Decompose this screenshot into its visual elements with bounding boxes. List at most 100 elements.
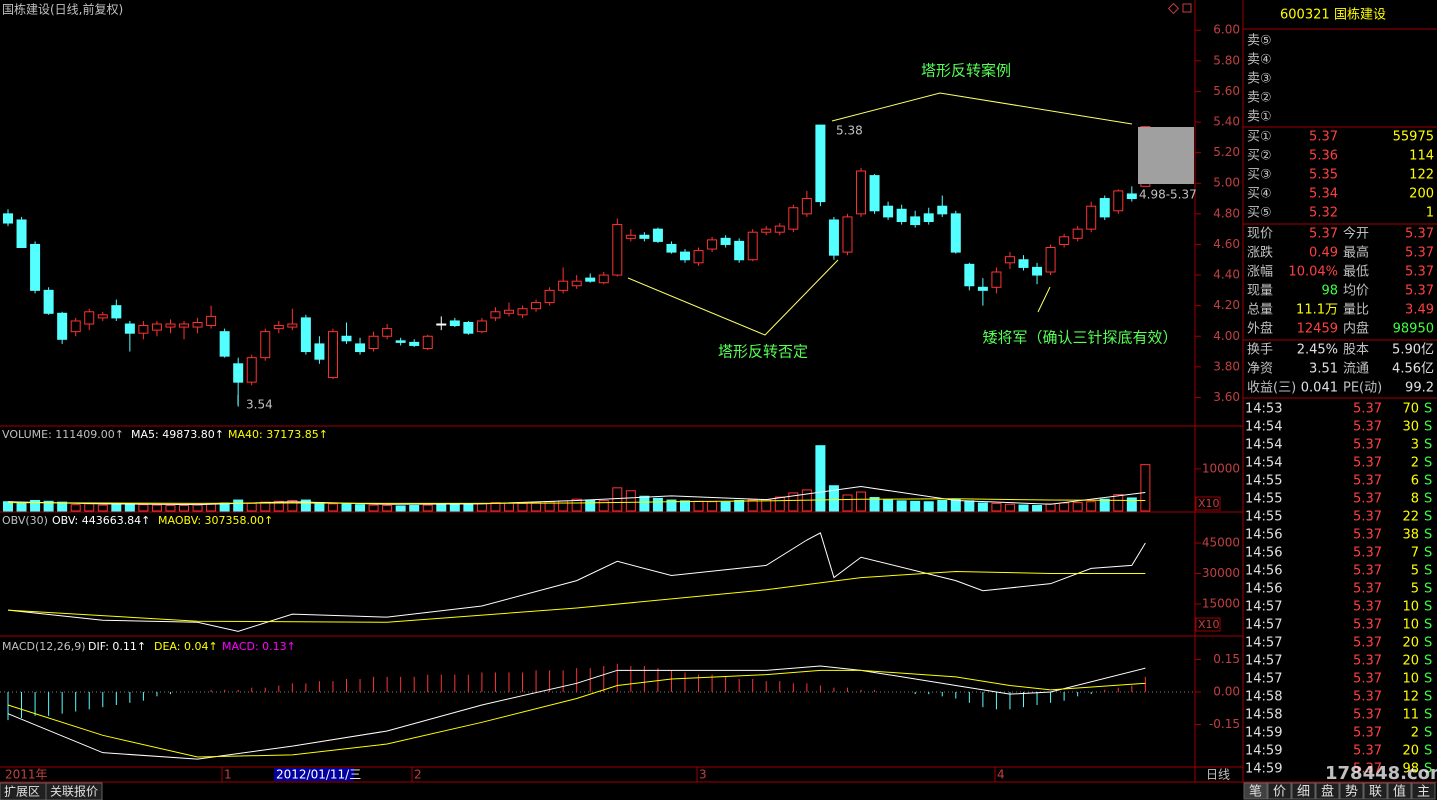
y-tick-label: 0.15 bbox=[1213, 652, 1240, 666]
sell-level: 卖⑤ bbox=[1247, 34, 1272, 49]
stat-label: 最低 bbox=[1343, 265, 1369, 280]
candle-body bbox=[883, 205, 894, 218]
trade-volume: 12 bbox=[1402, 690, 1419, 705]
arrow bbox=[1037, 286, 1051, 313]
tab-label[interactable]: 关联报价 bbox=[50, 784, 98, 799]
candle-body bbox=[151, 323, 162, 331]
candle-body bbox=[327, 331, 338, 379]
volume-bar bbox=[111, 502, 122, 512]
side-tab[interactable] bbox=[1315, 782, 1340, 800]
volume-bar bbox=[463, 503, 474, 512]
time-label: 2 bbox=[414, 768, 422, 782]
side-tab[interactable] bbox=[1291, 782, 1316, 800]
series-line bbox=[7, 486, 1146, 506]
stat-label: 均价 bbox=[1343, 284, 1369, 299]
icon-square[interactable] bbox=[1182, 3, 1192, 13]
side-tab-label[interactable]: 势 bbox=[1345, 784, 1358, 800]
buy-level: 买④ bbox=[1247, 187, 1272, 202]
stock-name: 国栋建设 bbox=[1334, 7, 1386, 23]
side-tab-label[interactable]: 笔 bbox=[1249, 784, 1262, 800]
trade-time: 14:54 bbox=[1245, 456, 1282, 471]
arrow bbox=[831, 92, 1133, 125]
volume-bar bbox=[300, 499, 311, 512]
trade-side: S bbox=[1424, 654, 1432, 669]
volume-bar bbox=[287, 499, 298, 512]
volume-bar bbox=[517, 502, 528, 512]
volume-bar bbox=[97, 504, 108, 512]
tab[interactable] bbox=[45, 782, 103, 800]
time-label: 1 bbox=[224, 768, 232, 782]
side-tab[interactable] bbox=[1339, 782, 1364, 800]
candle-body bbox=[43, 289, 54, 314]
trade-side: S bbox=[1424, 672, 1432, 687]
candle-body bbox=[1045, 247, 1056, 273]
volume-bar bbox=[1140, 464, 1151, 512]
y-tick-label: 4.40 bbox=[1213, 268, 1240, 282]
side-tab-label[interactable]: 值 bbox=[1393, 784, 1406, 800]
stat-value: 5.37 bbox=[1309, 227, 1338, 242]
stat-label: 量比 bbox=[1343, 303, 1369, 318]
volume-bar bbox=[1018, 504, 1029, 512]
candle-body bbox=[124, 323, 135, 334]
candle-body bbox=[273, 325, 284, 330]
trade-volume: 7 bbox=[1411, 546, 1419, 561]
side-tab-label[interactable]: 价 bbox=[1273, 785, 1286, 800]
pane-title: MACD(12,26,9) bbox=[2, 640, 86, 653]
side-tab-label[interactable]: 主 bbox=[1417, 785, 1430, 800]
candle-body bbox=[436, 323, 447, 326]
buy-price: 5.34 bbox=[1309, 187, 1338, 202]
side-tab[interactable] bbox=[1243, 782, 1268, 800]
volume-bar bbox=[179, 505, 190, 512]
trade-price: 5.37 bbox=[1353, 456, 1382, 471]
volume-bar bbox=[1072, 502, 1083, 512]
side-tab-label[interactable]: 细 bbox=[1297, 785, 1310, 800]
volume-bar bbox=[720, 501, 731, 512]
volume-bar bbox=[666, 499, 677, 512]
trade-side: S bbox=[1424, 510, 1432, 525]
side-tab[interactable] bbox=[1411, 782, 1436, 800]
candle-body bbox=[409, 341, 420, 346]
trade-side: S bbox=[1424, 420, 1432, 435]
candle-body bbox=[382, 328, 393, 337]
y-tick-label: -0.15 bbox=[1209, 717, 1240, 731]
volume-bar bbox=[869, 497, 880, 512]
side-tab[interactable] bbox=[1363, 782, 1388, 800]
buy-price: 5.32 bbox=[1309, 206, 1338, 221]
side-tab-label[interactable]: 盘 bbox=[1321, 784, 1334, 800]
y-tick-label: 5.00 bbox=[1213, 176, 1240, 190]
icon-diamond[interactable] bbox=[1167, 2, 1180, 15]
side-tab-label[interactable]: 联 bbox=[1369, 785, 1382, 800]
buy-price: 5.36 bbox=[1309, 149, 1338, 164]
side-tab[interactable] bbox=[1267, 782, 1292, 800]
candle-body bbox=[111, 305, 122, 319]
stat-label: 收益(三) bbox=[1247, 381, 1296, 396]
candle-body bbox=[30, 243, 41, 291]
trade-side: S bbox=[1424, 708, 1432, 723]
candle-body bbox=[192, 321, 203, 328]
candle-body bbox=[964, 263, 975, 287]
annotation: 塔形反转案例 bbox=[921, 62, 1011, 80]
stat-value: 5.37 bbox=[1405, 265, 1434, 280]
candle-body bbox=[287, 323, 298, 328]
point-label: 4.98-5.37 bbox=[1139, 188, 1197, 202]
trade-side: S bbox=[1424, 492, 1432, 507]
selection-box bbox=[1138, 127, 1194, 184]
tab-label[interactable]: 扩展区 bbox=[4, 785, 40, 799]
trade-volume: 6 bbox=[1411, 474, 1419, 489]
trade-volume: 22 bbox=[1402, 510, 1419, 525]
candle-body bbox=[571, 280, 582, 287]
candle-body bbox=[1113, 190, 1124, 212]
trade-time: 14:57 bbox=[1245, 672, 1282, 687]
stat-value: 0.49 bbox=[1309, 246, 1338, 261]
candle-body bbox=[869, 175, 880, 212]
side-tab[interactable] bbox=[1387, 782, 1412, 800]
stat-label: 涨跌 bbox=[1247, 245, 1273, 261]
volume-bar bbox=[124, 503, 135, 512]
stat-label: 内盘 bbox=[1343, 321, 1369, 337]
y-tick-label: 30000 bbox=[1202, 566, 1240, 580]
trade-volume: 10 bbox=[1402, 600, 1419, 615]
volume-bar bbox=[368, 504, 379, 512]
volume-bar bbox=[382, 505, 393, 512]
stat-value: 98950 bbox=[1393, 322, 1434, 337]
candle-body bbox=[558, 280, 569, 291]
